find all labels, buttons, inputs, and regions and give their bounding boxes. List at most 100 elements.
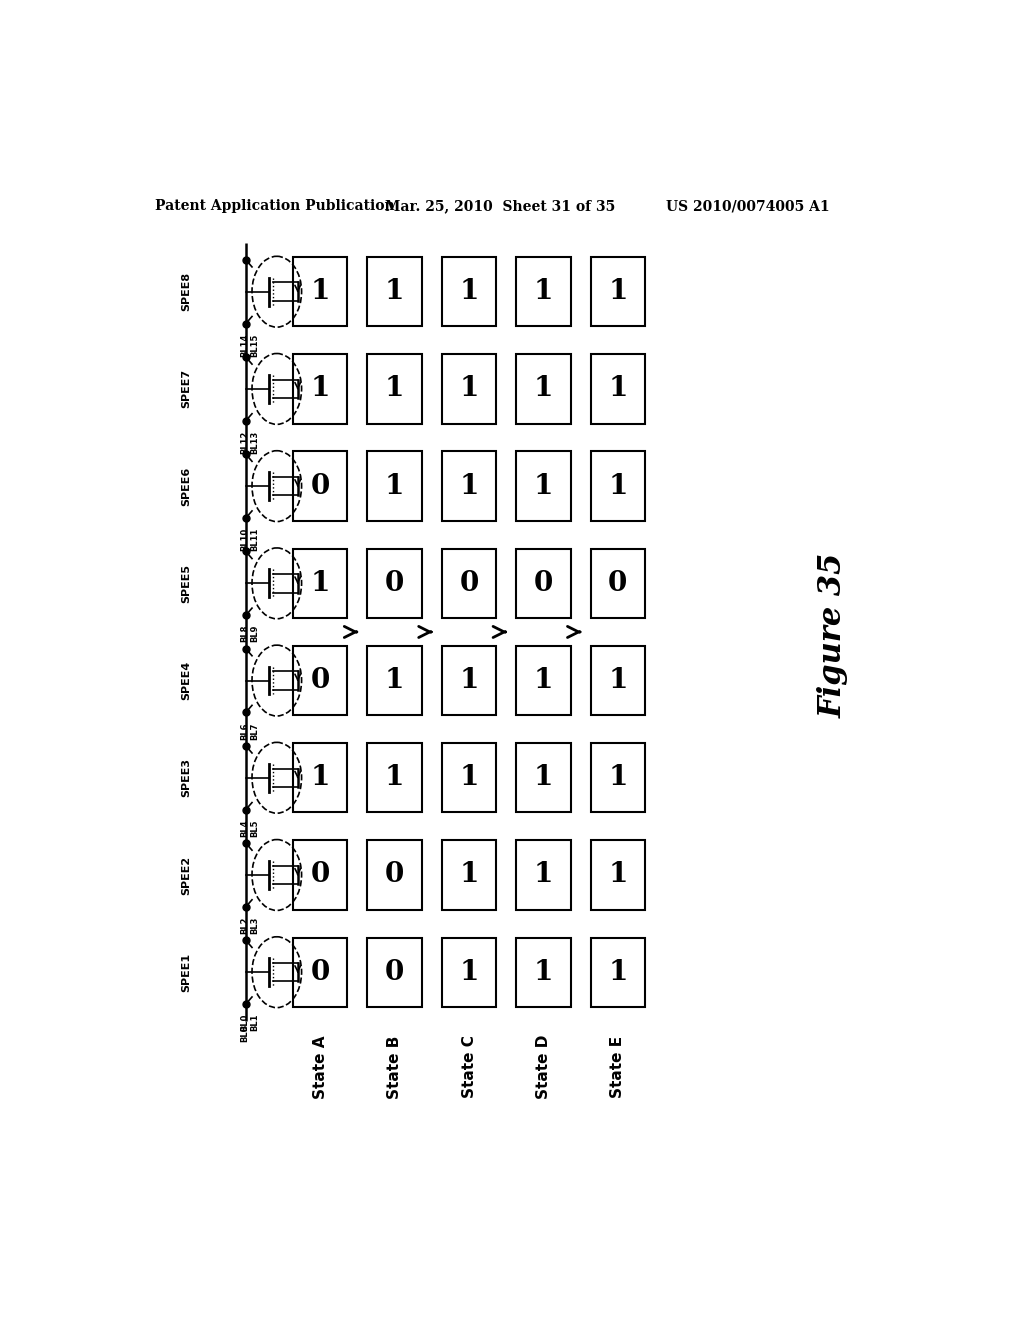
Text: BL10: BL10 (240, 528, 249, 550)
FancyBboxPatch shape (516, 743, 570, 812)
Text: 1: 1 (385, 473, 404, 500)
FancyBboxPatch shape (368, 743, 422, 812)
Text: Patent Application Publication: Patent Application Publication (156, 199, 395, 213)
FancyBboxPatch shape (591, 451, 645, 521)
Text: 1: 1 (310, 375, 330, 403)
Text: 1: 1 (310, 570, 330, 597)
Text: BL12: BL12 (240, 430, 249, 454)
Text: SPEE5: SPEE5 (181, 564, 191, 603)
FancyBboxPatch shape (591, 645, 645, 715)
Text: BL15: BL15 (251, 333, 260, 356)
Text: 1: 1 (460, 958, 478, 986)
Text: State B: State B (387, 1035, 402, 1098)
FancyBboxPatch shape (293, 354, 347, 424)
Text: Figure 35: Figure 35 (818, 553, 849, 718)
Text: BL7: BL7 (251, 722, 260, 739)
FancyBboxPatch shape (293, 451, 347, 521)
FancyBboxPatch shape (368, 354, 422, 424)
Text: State E: State E (610, 1036, 626, 1098)
Text: SPEE1: SPEE1 (181, 953, 191, 991)
Text: 0: 0 (310, 473, 330, 500)
FancyBboxPatch shape (293, 841, 347, 909)
FancyBboxPatch shape (368, 937, 422, 1007)
FancyBboxPatch shape (442, 451, 496, 521)
FancyBboxPatch shape (293, 549, 347, 618)
Text: 0: 0 (385, 862, 404, 888)
Text: 0: 0 (310, 862, 330, 888)
FancyBboxPatch shape (516, 937, 570, 1007)
Text: 0: 0 (310, 667, 330, 694)
Text: 1: 1 (460, 279, 478, 305)
Text: State D: State D (536, 1035, 551, 1100)
FancyBboxPatch shape (516, 451, 570, 521)
Text: 1: 1 (608, 473, 628, 500)
Text: 1: 1 (385, 279, 404, 305)
Text: SPEE6: SPEE6 (181, 466, 191, 506)
FancyBboxPatch shape (516, 549, 570, 618)
Text: 0: 0 (460, 570, 478, 597)
FancyBboxPatch shape (591, 937, 645, 1007)
Text: 0: 0 (385, 570, 404, 597)
Text: BL4: BL4 (240, 820, 249, 837)
FancyBboxPatch shape (516, 645, 570, 715)
Text: 1: 1 (385, 375, 404, 403)
FancyBboxPatch shape (368, 645, 422, 715)
FancyBboxPatch shape (516, 841, 570, 909)
FancyBboxPatch shape (442, 645, 496, 715)
Text: BL2: BL2 (240, 916, 249, 935)
FancyBboxPatch shape (368, 257, 422, 326)
FancyBboxPatch shape (516, 257, 570, 326)
FancyBboxPatch shape (516, 354, 570, 424)
FancyBboxPatch shape (442, 743, 496, 812)
Text: 1: 1 (534, 279, 553, 305)
Text: 1: 1 (608, 667, 628, 694)
Text: 1: 1 (534, 667, 553, 694)
Text: BL13: BL13 (251, 430, 260, 454)
FancyBboxPatch shape (293, 743, 347, 812)
Text: 1: 1 (534, 473, 553, 500)
Text: State A: State A (312, 1035, 328, 1098)
Text: BL11: BL11 (251, 528, 260, 550)
Text: SPEE7: SPEE7 (181, 370, 191, 408)
FancyBboxPatch shape (293, 937, 347, 1007)
FancyBboxPatch shape (442, 257, 496, 326)
FancyBboxPatch shape (368, 841, 422, 909)
Text: 1: 1 (608, 375, 628, 403)
Text: 1: 1 (460, 473, 478, 500)
Text: 1: 1 (534, 764, 553, 791)
FancyBboxPatch shape (591, 354, 645, 424)
Text: SPEE8: SPEE8 (181, 272, 191, 312)
Text: BL8: BL8 (240, 624, 249, 643)
Text: 1: 1 (460, 375, 478, 403)
FancyBboxPatch shape (591, 549, 645, 618)
Text: BL1: BL1 (251, 1014, 260, 1031)
FancyBboxPatch shape (293, 257, 347, 326)
Text: 1: 1 (534, 958, 553, 986)
Text: State C: State C (462, 1036, 476, 1098)
FancyBboxPatch shape (591, 841, 645, 909)
Text: 1: 1 (385, 764, 404, 791)
Text: 1: 1 (608, 279, 628, 305)
Text: SPEE4: SPEE4 (181, 661, 191, 700)
FancyBboxPatch shape (591, 257, 645, 326)
Text: 0: 0 (534, 570, 553, 597)
Text: SPEE2: SPEE2 (181, 855, 191, 895)
Text: BL9: BL9 (251, 624, 260, 643)
Text: 1: 1 (608, 958, 628, 986)
Text: 1: 1 (608, 862, 628, 888)
Text: SPEE3: SPEE3 (181, 758, 191, 797)
Text: 1: 1 (534, 862, 553, 888)
Text: 0: 0 (310, 958, 330, 986)
Text: 1: 1 (460, 862, 478, 888)
FancyBboxPatch shape (442, 841, 496, 909)
Text: BL0: BL0 (240, 1014, 249, 1031)
FancyBboxPatch shape (442, 549, 496, 618)
Text: 1: 1 (460, 764, 478, 791)
FancyBboxPatch shape (368, 451, 422, 521)
FancyBboxPatch shape (442, 354, 496, 424)
Text: BL14: BL14 (240, 333, 249, 356)
Text: 0: 0 (385, 958, 404, 986)
Text: 1: 1 (310, 764, 330, 791)
FancyBboxPatch shape (293, 645, 347, 715)
Text: 1: 1 (608, 764, 628, 791)
